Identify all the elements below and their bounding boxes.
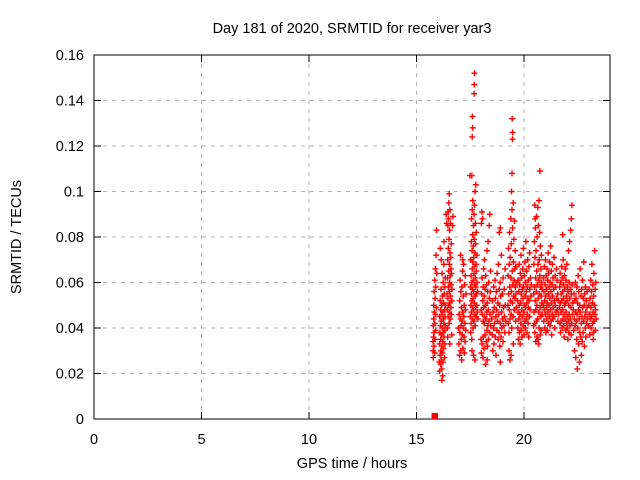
y-tick-label: 0.12 — [56, 139, 84, 155]
data-points — [430, 70, 599, 419]
y-tick-label: 0 — [76, 412, 84, 428]
x-tick-label: 10 — [301, 432, 317, 448]
x-tick-label: 15 — [408, 432, 424, 448]
chart-title: Day 181 of 2020, SRMTID for receiver yar… — [213, 21, 492, 37]
y-tick-label: 0.08 — [56, 230, 84, 246]
x-tick-label: 0 — [90, 432, 98, 448]
y-tick-label: 0.1 — [64, 185, 84, 201]
axis-ticks — [93, 54, 610, 420]
x-tick-label: 5 — [197, 432, 205, 448]
x-tick-label: 20 — [516, 432, 532, 448]
plot-border — [93, 54, 611, 420]
y-tick-labels: 0 0.02 0.04 0.06 0.08 0.1 0.12 0.14 0.16 — [56, 48, 84, 428]
y-tick-label: 0.02 — [56, 367, 84, 383]
x-axis-label: GPS time / hours — [297, 456, 407, 472]
y-tick-label: 0.16 — [56, 48, 84, 64]
gridlines — [94, 55, 610, 419]
scatter-plus-markers — [430, 70, 599, 384]
y-tick-label: 0.14 — [56, 94, 84, 110]
y-tick-label: 0.04 — [56, 321, 84, 337]
x-tick-labels: 0 5 10 15 20 — [90, 432, 532, 448]
zero-value-marker — [431, 413, 439, 419]
y-tick-label: 0.06 — [56, 276, 84, 292]
y-axis-label: SRMTID / TECUs — [9, 180, 25, 294]
